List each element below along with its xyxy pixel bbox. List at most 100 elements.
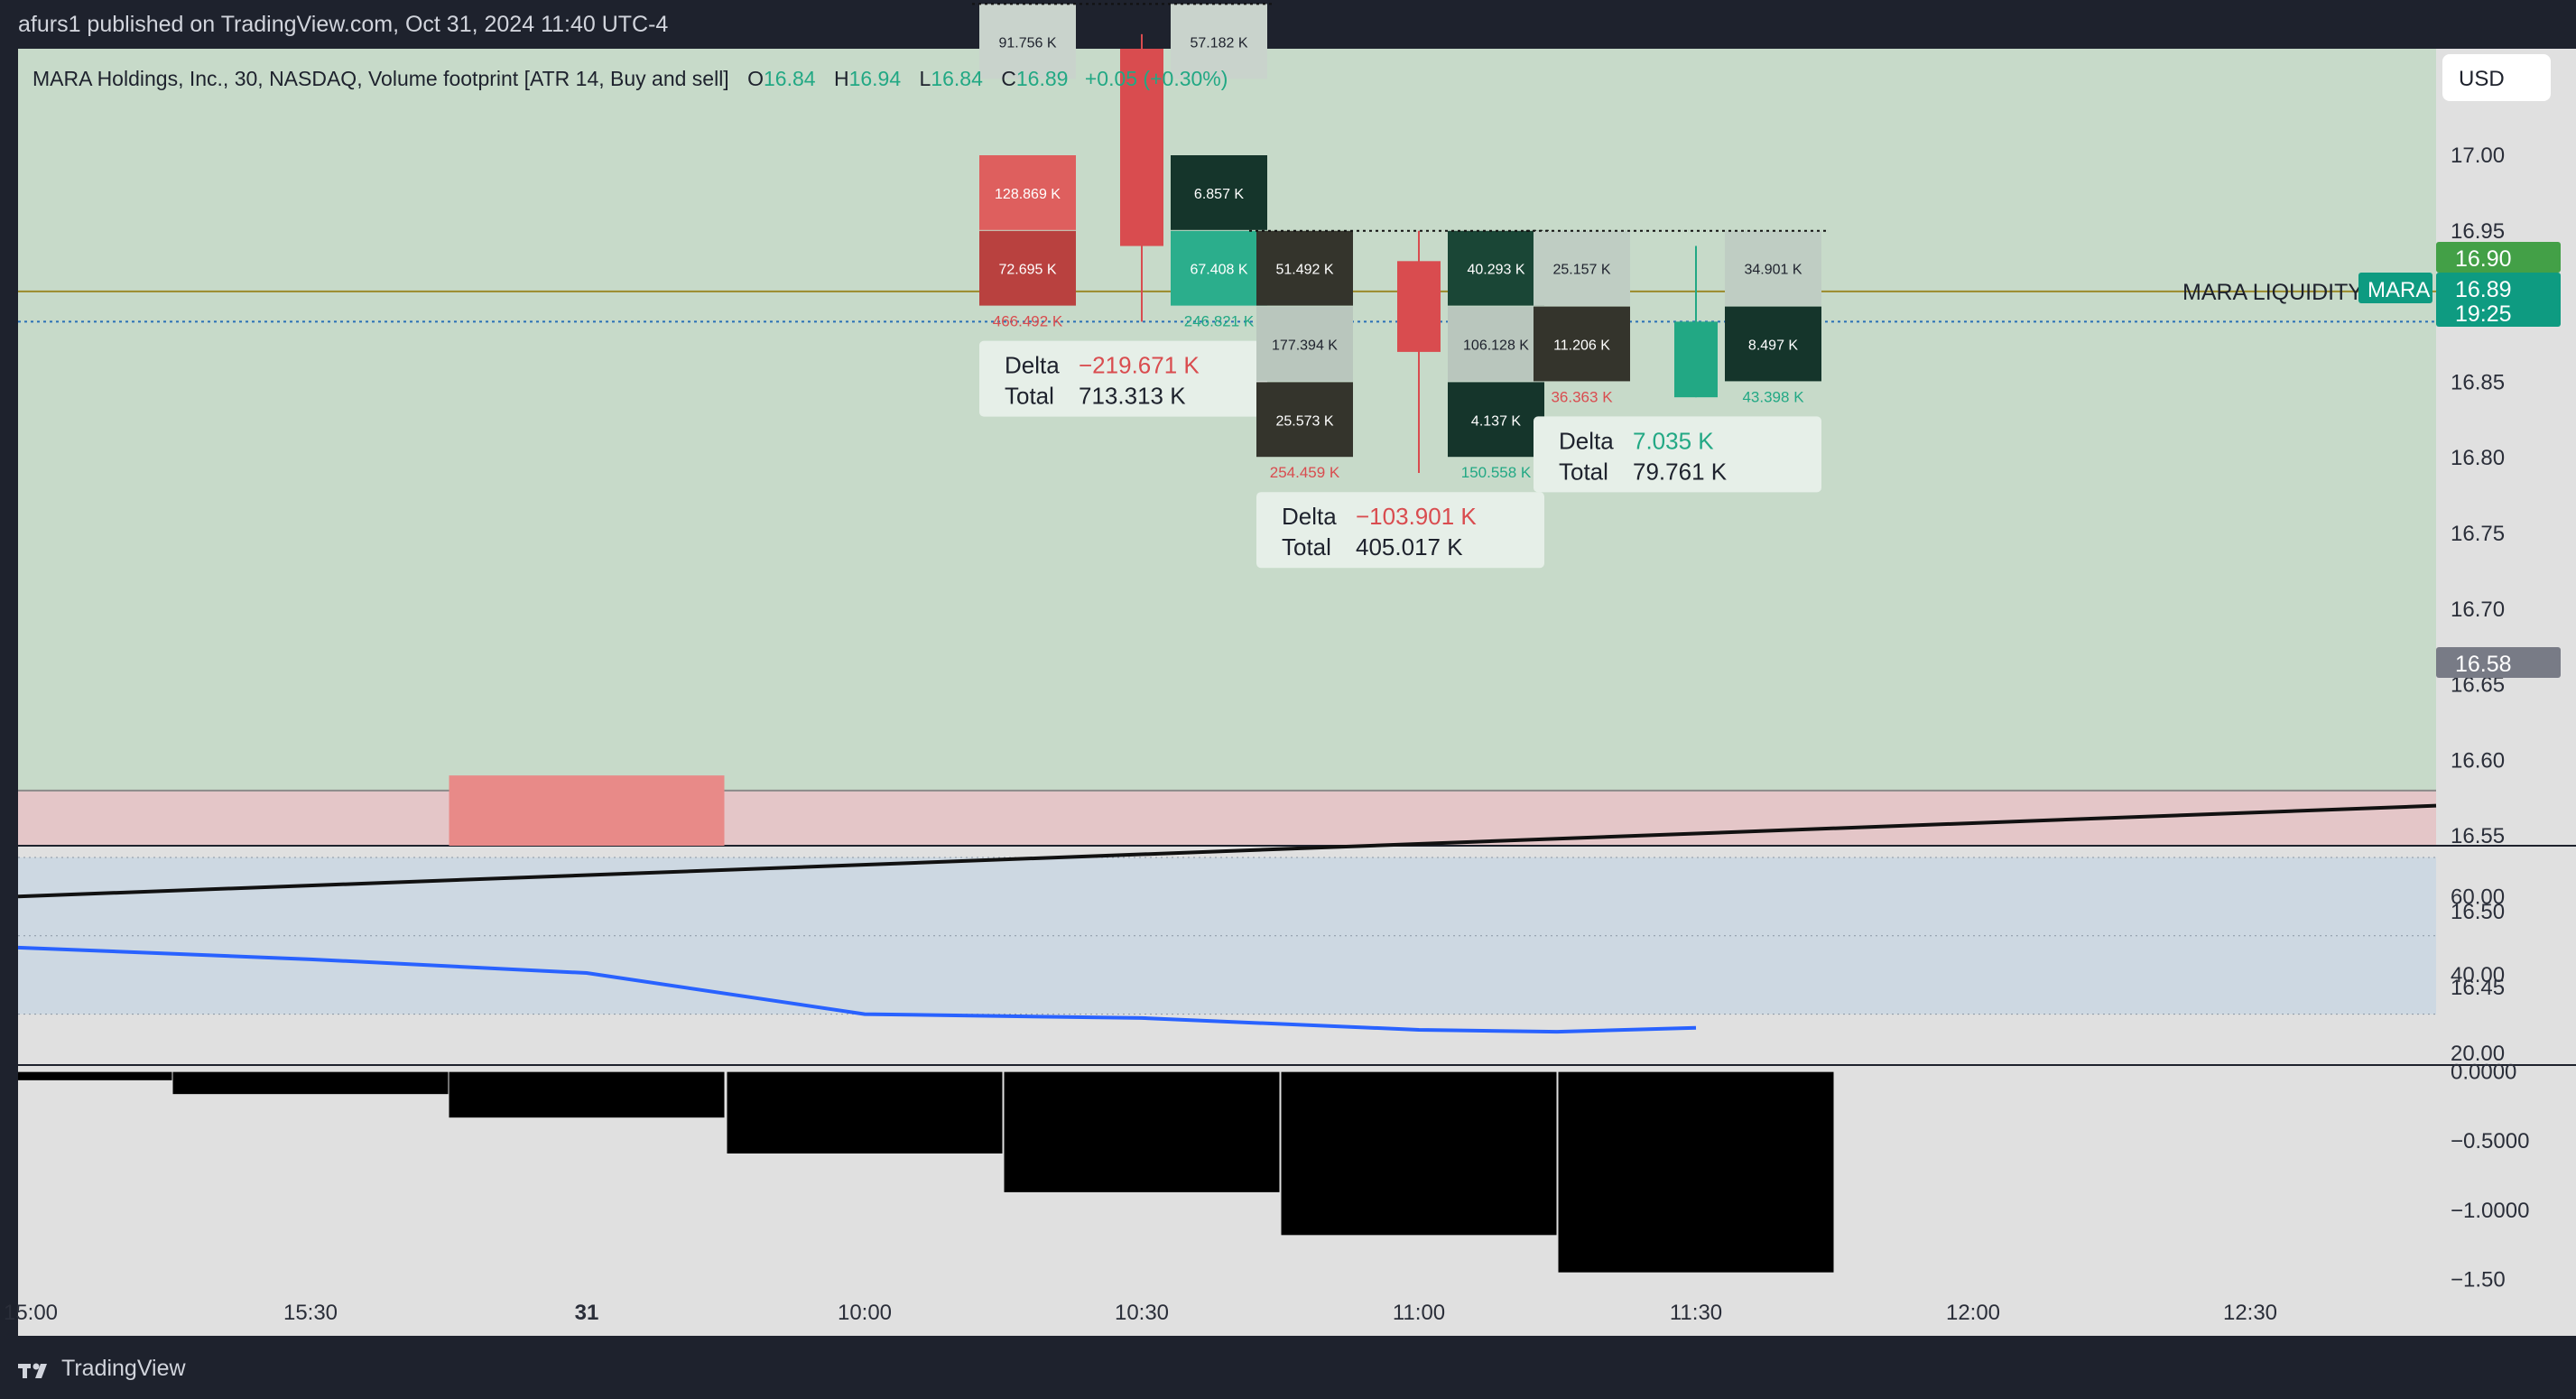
oscillator-tick-2: 20.00 (2451, 1042, 2505, 1066)
footer-brand: TradingView (61, 1356, 186, 1381)
volume-histogram (449, 775, 725, 846)
lower-zone-tag: 16.58 (2436, 647, 2561, 678)
delta-box-1 (1256, 492, 1544, 569)
liquidity-zone-lower (18, 790, 2436, 846)
footprint-cell-buy-1-1 (1448, 306, 1544, 382)
delta-tick-2: −1.0000 (2451, 1199, 2529, 1223)
oscillator-tick-1: 40.00 (2451, 963, 2505, 987)
legend-low: 16.84 (931, 67, 983, 90)
legend-high-label: H (834, 67, 849, 90)
footprint-value-sell-1-0: 51.492 K (1275, 263, 1333, 278)
footer-bar: TradingView (0, 1336, 2576, 1399)
price-tick-4: 16.80 (2451, 446, 2505, 470)
last-price-tag: 16.89 19:25 (2436, 273, 2561, 327)
total-label-0: Total (1005, 383, 1054, 410)
footprint-value-buy-2-1: 8.497 K (1748, 338, 1798, 354)
delta-value-2: 7.035 K (1633, 427, 1714, 454)
total-value-2: 79.761 K (1633, 458, 1728, 485)
price-tick-8: 16.60 (2451, 748, 2505, 773)
footprint-value-buy-0-2: 67.408 K (1190, 263, 1247, 278)
footprint-buy-total-2: 43.398 K (1742, 388, 1804, 405)
footprint-cell-buy-2-1 (1725, 306, 1821, 382)
footprint-cell-buy-1-2 (1448, 382, 1544, 458)
delta-label-1: Delta (1282, 503, 1337, 530)
footprint-value-buy-2-0: 34.901 K (1744, 263, 1802, 278)
oscillator-axis: 60.00 40.00 20.00 (2451, 885, 2505, 1066)
time-axis[interactable]: 15:00 15:30 31 10:00 10:30 11:00 11:30 12:00 12:… (4, 1286, 2436, 1336)
delta-axis: 0.0000 −0.5000 −1.0000 −1.50 (2451, 1061, 2529, 1292)
price-tick-1: 16.95 (2451, 219, 2505, 244)
footprint-value-sell-1-1: 177.394 K (1272, 338, 1338, 354)
currency-button[interactable]: USD (2442, 54, 2551, 101)
zone-price-tag: 16.90 (2436, 242, 2561, 273)
delta-box-2 (1534, 416, 1821, 493)
price-tick-3: 16.85 (2451, 370, 2505, 394)
footprint-value-buy-0-1: 6.857 K (1194, 187, 1244, 202)
candles-layer (1120, 33, 1718, 473)
footprint-cell-buy-0-2 (1171, 230, 1267, 306)
footprint-value-sell-0-1: 128.869 K (995, 187, 1061, 202)
footprint-cell-buy-1-0 (1448, 230, 1544, 306)
delta-bar-1 (172, 1071, 449, 1095)
price-tick-6: 16.70 (2451, 598, 2505, 622)
footprint-cell-buy-0-0 (1171, 4, 1267, 79)
legend-close-label: C (1001, 67, 1016, 90)
delta-box-0 (979, 340, 1267, 417)
legend-row: MARA Holdings, Inc., 30, NASDAQ, Volume … (32, 67, 1228, 90)
symbol-tag-text: MARA (2368, 278, 2430, 302)
price-tick-0: 17.00 (2451, 144, 2505, 168)
footprint-buy-total-0: 246.821 K (1184, 313, 1255, 330)
total-value-1: 405.017 K (1356, 533, 1463, 561)
zone-price-text: 16.90 (2455, 246, 2512, 272)
trend-line[interactable] (17, 803, 2437, 899)
footprint-sell-total-1: 254.459 K (1270, 464, 1340, 481)
price-axis[interactable]: 17.0016.9516.9016.8516.8016.7516.7016.65… (2451, 144, 2505, 1000)
delta-bar-6 (1558, 1071, 1834, 1273)
price-tick-10: 16.50 (2451, 900, 2505, 924)
footprint-cell-sell-1-0 (1256, 230, 1353, 306)
time-tick-7: 12:00 (1946, 1301, 2000, 1325)
footprint-value-sell-1-2: 25.573 K (1275, 413, 1333, 429)
time-tick-6: 11:30 (1670, 1301, 1722, 1325)
footprint-cell-sell-2-1 (1534, 306, 1630, 382)
time-axis-background (18, 1286, 2436, 1336)
footprint-cell-sell-2-0 (1534, 230, 1630, 306)
oscillator-tick-0: 60.00 (2451, 885, 2505, 909)
oscillator-guides (18, 857, 2436, 1015)
delta-bar-4 (1004, 1071, 1280, 1192)
countdown-text: 19:25 (2455, 301, 2512, 327)
volume-bar-2 (449, 775, 725, 846)
cumulative-delta-bars (18, 1071, 1834, 1273)
footprint-cell-sell-0-1 (979, 155, 1076, 230)
footprint-sell-total-2: 36.363 K (1551, 388, 1613, 405)
last-price-text: 16.89 (2455, 277, 2512, 302)
legend-close: 16.89 (1016, 67, 1069, 90)
currency-label: USD (2459, 67, 2505, 91)
delta-bar-5 (1281, 1071, 1557, 1236)
delta-label-2: Delta (1559, 427, 1614, 454)
footprint-cell-sell-1-2 (1256, 382, 1353, 458)
footprint-value-buy-0-0: 57.182 K (1190, 35, 1247, 51)
legend-high: 16.94 (849, 67, 902, 90)
footprint-cell-buy-0-1 (1171, 155, 1267, 230)
price-tick-9: 16.55 (2451, 824, 2505, 848)
delta-value-1: −103.901 K (1356, 503, 1477, 530)
time-tick-1: 15:30 (283, 1301, 338, 1325)
legend-open-label: O (747, 67, 764, 90)
delta-tick-3: −1.50 (2451, 1267, 2506, 1292)
time-tick-8: 12:30 (2223, 1301, 2277, 1325)
tradingview-logo-icon (18, 1360, 54, 1378)
delta-label-0: Delta (1005, 352, 1060, 379)
time-tick-3: 10:00 (838, 1301, 892, 1325)
footprint-value-buy-1-2: 4.137 K (1471, 413, 1521, 429)
delta-tick-1: −0.5000 (2451, 1129, 2529, 1153)
footprint-sell-total-0: 466.492 K (993, 313, 1063, 330)
delta-bar-0 (18, 1071, 172, 1080)
delta-value-0: −219.671 K (1079, 352, 1200, 379)
publish-info: afurs1 published on TradingView.com, Oct… (18, 12, 669, 37)
footprint-cell-sell-0-2 (979, 230, 1076, 306)
time-tick-5: 11:00 (1393, 1301, 1445, 1325)
symbol-tag: MARA (2358, 273, 2432, 303)
total-label-2: Total (1559, 458, 1608, 485)
